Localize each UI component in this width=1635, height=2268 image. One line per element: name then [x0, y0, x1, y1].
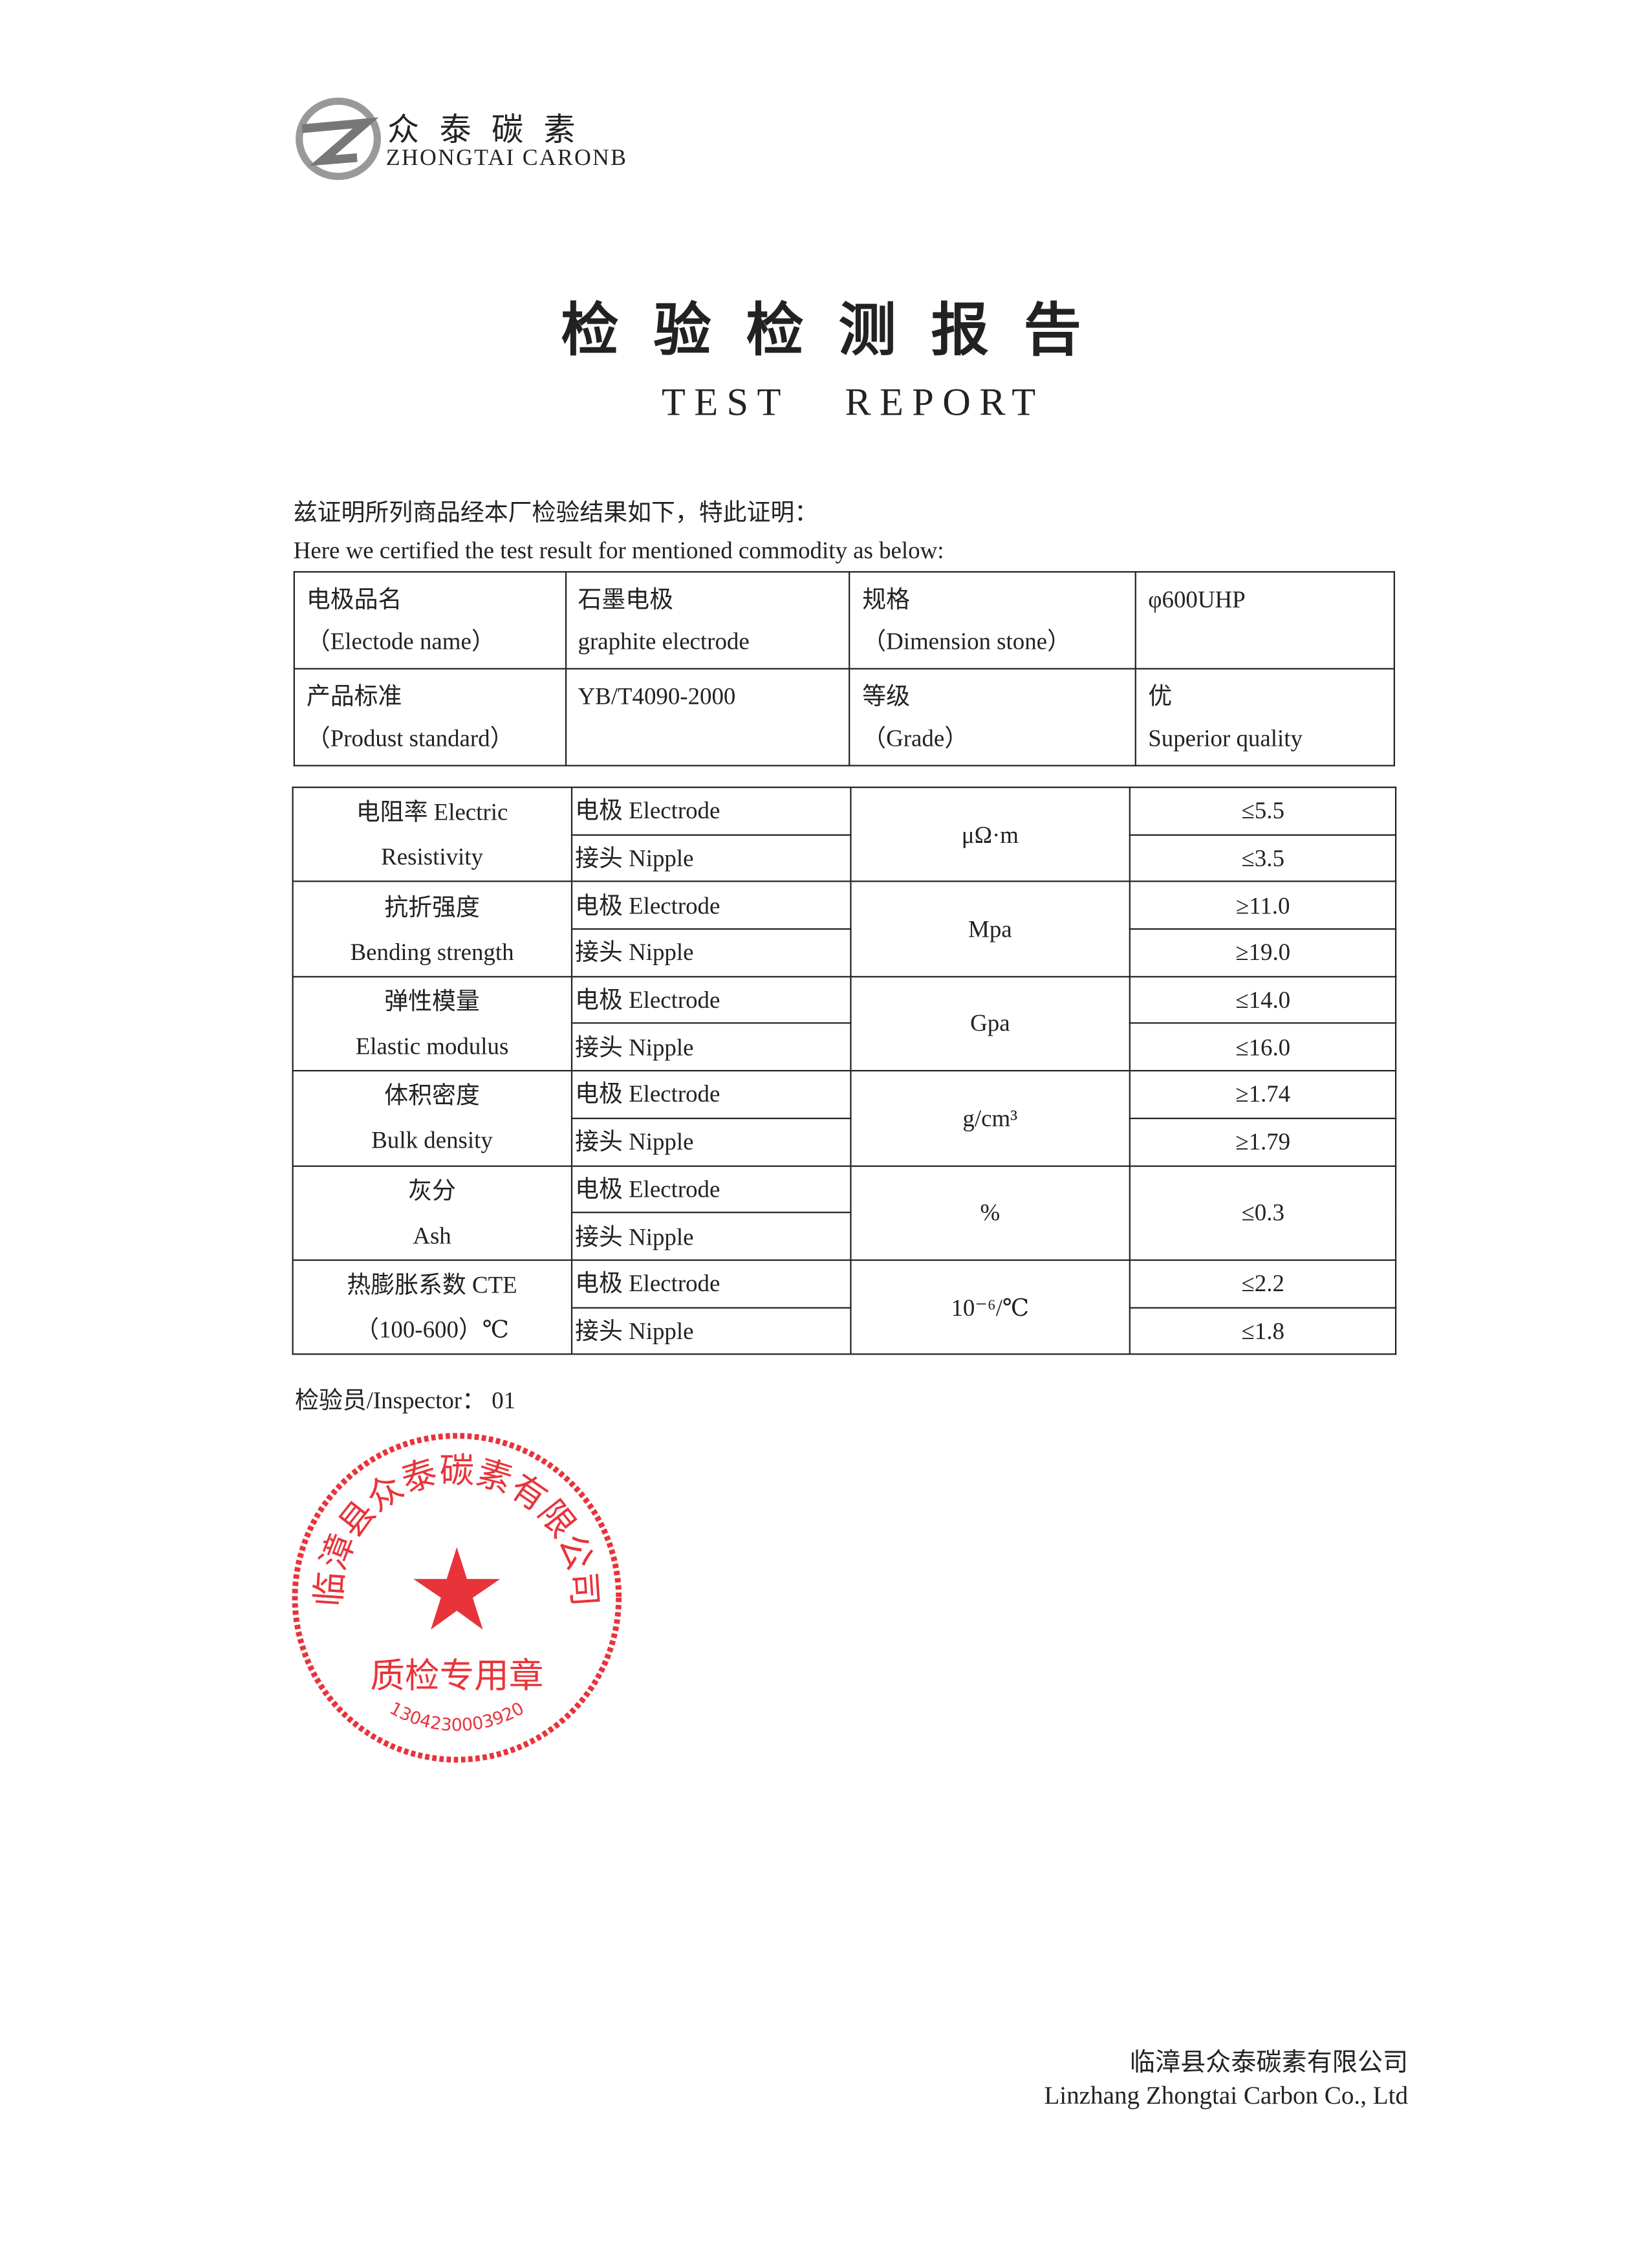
svg-text:1304230003920: 1304230003920	[386, 1698, 527, 1735]
info-cell: 产品标准 （Produst standard）	[293, 668, 567, 767]
info-cell: φ600UHP	[1135, 571, 1395, 670]
value: ≥1.79	[1129, 1117, 1397, 1166]
part-nipple: 接头 Nipple	[570, 1212, 851, 1261]
part-nipple: 接头 Nipple	[570, 834, 851, 883]
table-row: 体积密度 Bulk density 电极 Electrode g/cm³ ≥1.74	[292, 1070, 1397, 1166]
value: ≤14.0	[1129, 976, 1397, 1025]
property-name-cn: 弹性模量	[384, 987, 480, 1015]
part-nipple: 接头 Nipple	[570, 1306, 851, 1355]
table-row: 接头 Nipple ≥1.79	[293, 1117, 1397, 1166]
info-cell: 等级 （Grade）	[849, 668, 1137, 767]
logo-name-cn: 众泰碳素	[387, 113, 596, 149]
unit: Mpa	[849, 881, 1131, 977]
value: ≥1.74	[1129, 1070, 1397, 1119]
value: ≤1.8	[1129, 1306, 1397, 1355]
part-nipple: 接头 Nipple	[570, 1023, 851, 1072]
property-name-en: Ash	[413, 1221, 451, 1249]
property-name: 抗折强度 Bending strength	[292, 881, 572, 977]
table-row: 接头 Nipple ≤1.8	[293, 1306, 1397, 1355]
property-name-en: Bending strength	[350, 937, 514, 966]
footer-company-cn: 临漳县众泰碳素有限公司	[1129, 2047, 1409, 2077]
info-cell: 规格 （Dimension stone）	[849, 571, 1137, 670]
table-row: 热膨胀系数 CTE （100-600）℃ 电极 Electrode 10⁻⁶/℃ ≤2.…	[292, 1259, 1397, 1355]
table-row: 电极品名 （Electode name） 石墨电极 graphite electro…	[293, 571, 1395, 670]
property-name-en: （100-600）℃	[355, 1316, 510, 1344]
stamp-number-text: 1304230003920	[386, 1698, 527, 1735]
zhongtai-logo-icon	[296, 97, 381, 180]
value: ≤0.3	[1129, 1164, 1397, 1261]
part-electrode: 电极 Electrode	[570, 881, 851, 930]
property-name: 灰分 Ash	[292, 1164, 572, 1261]
part-electrode: 电极 Electrode	[570, 1070, 851, 1119]
footer-company-en: Linzhang Zhongtai Carbon Co., Ltd	[1044, 2080, 1409, 2110]
value: ≤5.5	[1129, 786, 1397, 836]
quality-stamp-icon: 临漳县众泰碳素有限公司 质检专用章 1304230003920	[292, 1433, 622, 1763]
table-row: 接头 Nipple ≥19.0	[293, 928, 1397, 977]
info-cell: 电极品名 （Electode name）	[293, 571, 567, 670]
logo-name-en: ZHONGTAI CARONB	[385, 146, 628, 171]
table-row: 电阻率 Electric Resistivity 电极 Electrode μΩ·m ≤…	[292, 786, 1397, 883]
stamp-middle-text: 质检专用章	[370, 1655, 543, 1696]
unit: g/cm³	[849, 1070, 1131, 1166]
info-cell: 石墨电极 graphite electrode	[565, 571, 851, 670]
part-nipple: 接头 Nipple	[570, 928, 851, 977]
table-row: 抗折强度 Bending strength 电极 Electrode Mpa ≥11.0	[292, 881, 1397, 977]
part-electrode: 电极 Electrode	[570, 1164, 851, 1214]
table-row: 接头 Nipple	[293, 1212, 1396, 1261]
product-info-table: 电极品名 （Electode name） 石墨电极 graphite electro…	[293, 571, 1395, 767]
property-name-en: Resistivity	[381, 843, 483, 871]
unit: μΩ·m	[849, 786, 1131, 883]
property-name-cn: 灰分	[408, 1176, 456, 1205]
unit: Gpa	[849, 976, 1131, 1072]
inspector-label: 检验员/Inspector： 01	[294, 1386, 516, 1415]
property-name: 体积密度 Bulk density	[292, 1070, 572, 1166]
property-name-en: Elastic modulus	[355, 1032, 509, 1060]
value: ≤3.5	[1129, 834, 1397, 883]
page-title-cn: 检验检测报告	[561, 296, 1116, 365]
intro-cn: 兹证明所列商品经本厂检验结果如下，特此证明：	[293, 499, 819, 527]
value: ≤16.0	[1129, 1023, 1397, 1072]
table-row: 弹性模量 Elastic modulus 电极 Electrode Gpa ≤14.0	[292, 976, 1397, 1072]
part-electrode: 电极 Electrode	[570, 1259, 851, 1308]
table-row: 灰分 Ash 电极 Electrode% ≤0.3	[292, 1164, 1397, 1261]
table-row: 接头 Nipple ≤16.0	[293, 1023, 1397, 1072]
intro-en: Here we certified the test result for me…	[293, 536, 944, 564]
value: ≥19.0	[1129, 928, 1397, 977]
property-name-cn: 体积密度	[384, 1082, 480, 1110]
info-cell: YB/T4090-2000	[565, 668, 851, 767]
unit: 10⁻⁶/℃	[849, 1259, 1131, 1355]
page-title-en: TEST REPORT	[661, 380, 1045, 424]
property-name-cn: 抗折强度	[384, 893, 480, 921]
value: ≥11.0	[1129, 881, 1397, 930]
part-nipple: 接头 Nipple	[570, 1117, 851, 1166]
properties-table: 电阻率 Electric Resistivity 电极 Electrode μΩ·m ≤…	[292, 786, 1397, 1355]
part-electrode: 电极 Electrode	[570, 786, 851, 836]
property-name: 热膨胀系数 CTE （100-600）℃	[292, 1259, 572, 1355]
property-name-cn: 热膨胀系数 CTE	[347, 1270, 517, 1299]
info-cell: 优 Superior quality	[1135, 668, 1395, 767]
table-row: 接头 Nipple ≤3.5	[293, 834, 1397, 883]
property-name: 电阻率 Electric Resistivity	[292, 786, 572, 883]
property-name-cn: 电阻率 Electric	[356, 798, 508, 826]
property-name-en: Bulk density	[371, 1126, 493, 1155]
part-electrode: 电极 Electrode	[570, 976, 851, 1025]
unit: %	[849, 1164, 1131, 1261]
value: ≤2.2	[1129, 1259, 1397, 1308]
table-row: 产品标准 （Produst standard） YB/T4090-2000 等级（…	[293, 668, 1395, 767]
property-name: 弹性模量 Elastic modulus	[292, 976, 572, 1072]
